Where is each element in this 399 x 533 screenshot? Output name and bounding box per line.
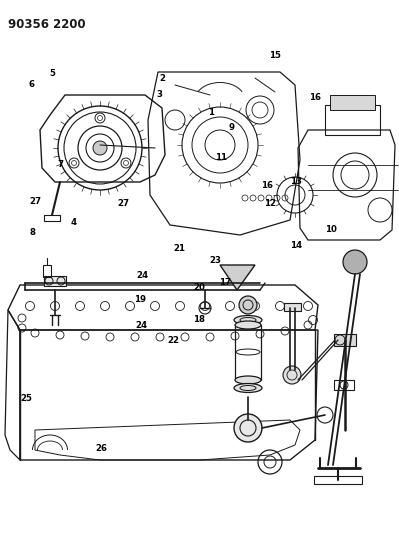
Text: 1: 1	[208, 109, 215, 117]
Bar	[334, 380, 354, 390]
Text: 14: 14	[290, 241, 302, 249]
Text: 21: 21	[174, 245, 186, 253]
Text: 9: 9	[228, 124, 235, 132]
Text: 19: 19	[134, 295, 146, 304]
Text: 15: 15	[269, 52, 280, 60]
Text: 16: 16	[309, 93, 321, 101]
Text: 25: 25	[20, 394, 32, 403]
Bar	[334, 334, 356, 346]
Bar	[235, 325, 261, 380]
Text: 27: 27	[118, 199, 130, 208]
Text: 5: 5	[49, 69, 55, 78]
Text: 7: 7	[57, 160, 64, 168]
Circle shape	[283, 366, 301, 384]
Circle shape	[343, 250, 367, 274]
Text: 24: 24	[137, 271, 149, 279]
Circle shape	[234, 414, 262, 442]
Bar	[325, 105, 380, 135]
Text: 4: 4	[71, 219, 77, 227]
Text: 27: 27	[30, 197, 42, 206]
Circle shape	[239, 296, 257, 314]
Text: 8: 8	[30, 229, 36, 237]
Text: 22: 22	[168, 336, 180, 344]
Text: 12: 12	[264, 199, 276, 208]
Text: 18: 18	[194, 316, 205, 324]
Ellipse shape	[234, 384, 262, 392]
Text: 16: 16	[261, 181, 273, 190]
Text: 26: 26	[96, 445, 108, 453]
Bar	[44, 276, 66, 286]
Text: 2: 2	[160, 75, 166, 83]
Polygon shape	[220, 265, 255, 290]
Circle shape	[93, 141, 107, 155]
Text: 24: 24	[136, 321, 148, 329]
Bar	[330, 95, 375, 110]
Text: 20: 20	[194, 284, 205, 292]
Ellipse shape	[235, 376, 261, 384]
Bar	[314, 476, 362, 484]
Text: 10: 10	[325, 225, 337, 233]
Bar	[43, 265, 51, 277]
Text: 6: 6	[28, 80, 34, 88]
Text: 11: 11	[215, 153, 227, 161]
Text: 17: 17	[219, 278, 231, 287]
Ellipse shape	[235, 321, 261, 329]
Bar	[44, 215, 60, 221]
Ellipse shape	[234, 316, 262, 325]
Text: 3: 3	[156, 91, 163, 99]
Text: 13: 13	[290, 177, 302, 185]
Text: 90356 2200: 90356 2200	[8, 18, 86, 31]
Bar	[284, 303, 301, 311]
Text: 23: 23	[209, 256, 221, 264]
